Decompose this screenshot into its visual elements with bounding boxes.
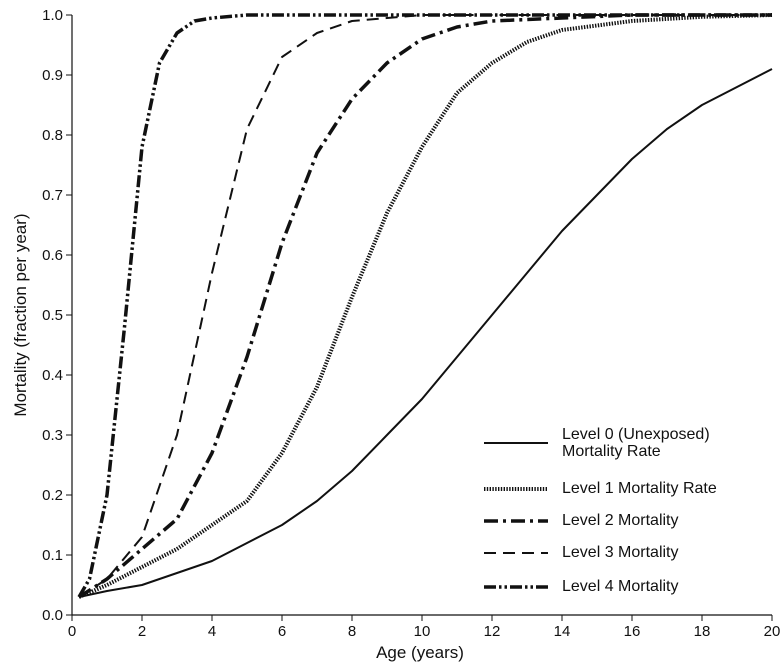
y-tick-label: 0.3 bbox=[42, 427, 63, 444]
x-tick-label: 4 bbox=[208, 623, 216, 640]
legend-label: Level 3 Mortality bbox=[562, 544, 679, 561]
y-tick-label: 0.1 bbox=[42, 547, 63, 564]
y-tick-label: 0.5 bbox=[42, 307, 63, 324]
x-axis-label: Age (years) bbox=[376, 643, 464, 662]
legend-entry: Level 3 Mortality bbox=[484, 544, 679, 561]
y-tick-label: 0.0 bbox=[42, 607, 63, 624]
legend-swatch bbox=[484, 551, 548, 554]
x-tick-label: 6 bbox=[278, 623, 286, 640]
x-tick-label: 14 bbox=[554, 623, 571, 640]
x-tick-label: 0 bbox=[68, 623, 76, 640]
y-tick-label: 0.2 bbox=[42, 487, 63, 504]
legend-swatch bbox=[484, 518, 548, 523]
y-tick-label: 0.4 bbox=[42, 367, 63, 384]
y-tick-label: 0.7 bbox=[42, 187, 63, 204]
x-tick-label: 18 bbox=[694, 623, 711, 640]
series-line bbox=[78, 68, 773, 598]
x-tick-label: 2 bbox=[138, 623, 146, 640]
legend-label: Level 0 (Unexposed) Mortality Rate bbox=[562, 426, 710, 460]
x-tick-label: 8 bbox=[348, 623, 356, 640]
legend-entry: Level 0 (Unexposed) Mortality Rate bbox=[484, 426, 732, 460]
x-tick-label: 16 bbox=[624, 623, 641, 640]
series-line bbox=[78, 14, 772, 598]
legend-label: Level 2 Mortality bbox=[562, 512, 679, 529]
x-tick-label: 10 bbox=[414, 623, 431, 640]
legend-entry: Level 4 Mortality bbox=[484, 578, 679, 595]
series-line bbox=[78, 13, 772, 599]
x-tick-label: 20 bbox=[764, 623, 780, 640]
series-line bbox=[77, 13, 772, 598]
y-tick-label: 1.0 bbox=[42, 7, 63, 24]
y-tick-label: 0.9 bbox=[42, 67, 63, 84]
y-axis-label: Mortality (fraction per year) bbox=[11, 213, 30, 416]
legend-entry: Level 1 Mortality Rate bbox=[484, 480, 717, 497]
series-line bbox=[78, 13, 773, 599]
legend-swatch bbox=[484, 584, 548, 589]
legend-swatch bbox=[484, 442, 548, 444]
y-tick-label: 0.8 bbox=[42, 127, 63, 144]
legend-swatch bbox=[484, 486, 548, 491]
x-tick-label: 12 bbox=[484, 623, 501, 640]
legend-entry: Level 2 Mortality bbox=[484, 512, 679, 529]
y-tick-label: 0.6 bbox=[42, 247, 63, 264]
legend-label: Level 4 Mortality bbox=[562, 578, 679, 595]
legend-label: Level 1 Mortality Rate bbox=[562, 480, 717, 497]
